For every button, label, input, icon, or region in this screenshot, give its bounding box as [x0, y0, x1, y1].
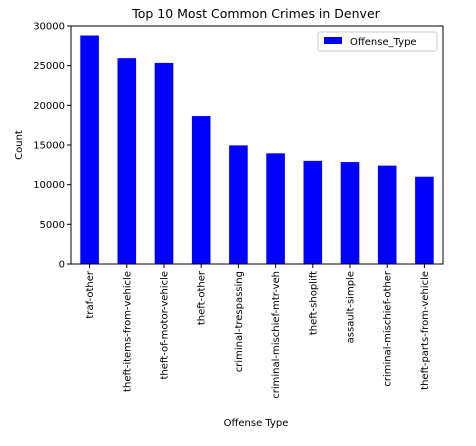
x-tick-label: theft-parts-from-vehicle	[420, 271, 431, 390]
bar-criminal-mischief-other	[377, 165, 397, 264]
x-tick-label: criminal-mischief-mtr-veh	[271, 271, 282, 399]
y-tick-label: 10000	[33, 180, 65, 191]
bar-theft-other	[191, 116, 211, 264]
y-axis-title: Count	[14, 130, 25, 160]
plot-area	[80, 35, 434, 264]
legend-label: Offense_Type	[350, 37, 417, 48]
x-tick-label: theft-other	[197, 270, 208, 325]
x-tick-label: assault-simple	[346, 271, 357, 343]
x-tick-label: criminal-mischief-other	[383, 270, 394, 387]
y-tick-label: 0	[59, 260, 65, 271]
bar-theft-shoplift	[303, 160, 323, 264]
bar-assault-simple	[340, 162, 360, 264]
bar-theft-of-motor-vehicle	[154, 62, 174, 264]
y-tick-label: 20000	[33, 101, 65, 112]
x-tick-label: traf-other	[85, 270, 96, 318]
y-tick-label: 30000	[33, 22, 65, 33]
bar-theft-items-from-vehicle	[117, 58, 137, 264]
y-tick-label: 15000	[33, 141, 65, 152]
bar-theft-parts-from-vehicle	[415, 176, 434, 264]
legend-swatch	[324, 37, 342, 44]
legend: Offense_Type	[317, 31, 438, 52]
bar-criminal-mischief-mtr-veh	[266, 153, 285, 264]
bar-traf-other	[80, 35, 99, 264]
y-tick-label: 5000	[40, 220, 65, 231]
x-axis: traf-other theft-items-from-vehicle theft-…	[85, 264, 431, 399]
x-tick-label: theft-of-motor-vehicle	[160, 271, 171, 380]
y-tick-label: 25000	[33, 61, 65, 72]
x-axis-title: Offense Type	[224, 418, 289, 429]
x-tick-label: criminal-trespassing	[234, 271, 245, 372]
bar-criminal-trespassing	[229, 145, 248, 264]
y-axis: 0 5000 10000 15000 20000 25000 30000	[33, 22, 71, 271]
legend-box	[317, 31, 438, 52]
x-tick-label: theft-shoplift	[308, 271, 319, 335]
x-tick-label: theft-items-from-vehicle	[122, 271, 133, 392]
chart-title: Top 10 Most Common Crimes in Denver	[131, 6, 380, 21]
